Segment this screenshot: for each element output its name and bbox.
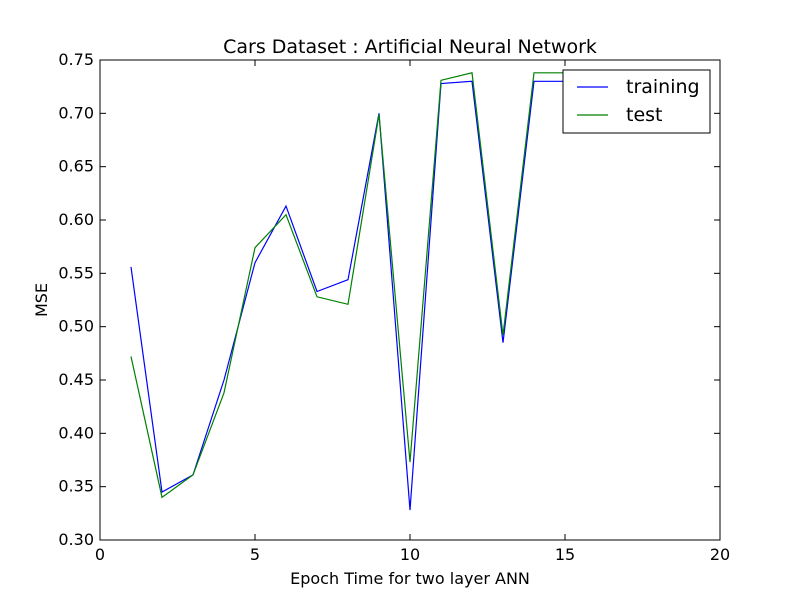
y-tick-label: 0.60	[58, 210, 94, 229]
y-tick-label: 0.75	[58, 50, 94, 69]
legend-frame	[562, 69, 711, 134]
x-tick-label: 0	[95, 545, 105, 564]
x-tick-label: 20	[710, 545, 730, 564]
x-tick-label: 5	[250, 545, 260, 564]
y-tick-label: 0.65	[58, 157, 94, 176]
x-tick-label: 15	[555, 545, 575, 564]
series-line-training	[130, 80, 596, 511]
y-tick-label: 0.50	[58, 317, 94, 336]
y-tick-label: 0.70	[58, 103, 94, 122]
y-tick-label: 0.40	[58, 423, 94, 442]
y-tick-label: 0.45	[58, 370, 94, 389]
y-tick-label: 0.55	[58, 263, 94, 282]
legend-label-test: test	[626, 104, 663, 126]
legend-label-training: training	[626, 76, 700, 98]
y-axis-label: MSE	[32, 283, 51, 317]
y-tick-label: 0.30	[58, 530, 94, 549]
x-tick-label: 10	[400, 545, 420, 564]
legend: training test	[562, 69, 711, 134]
x-axis-label: Epoch Time for two layer ANN	[290, 569, 530, 588]
ticks-layer: 0 5 10 15 20 0.30 0.35 0.40 0.45 0.50 0.55 0.60 0.65…	[58, 50, 730, 564]
y-tick-label: 0.35	[58, 477, 94, 496]
series-layer	[130, 72, 596, 511]
chart-title: Cars Dataset : Artificial Neural Network	[223, 36, 597, 58]
series-line-test	[130, 72, 596, 499]
